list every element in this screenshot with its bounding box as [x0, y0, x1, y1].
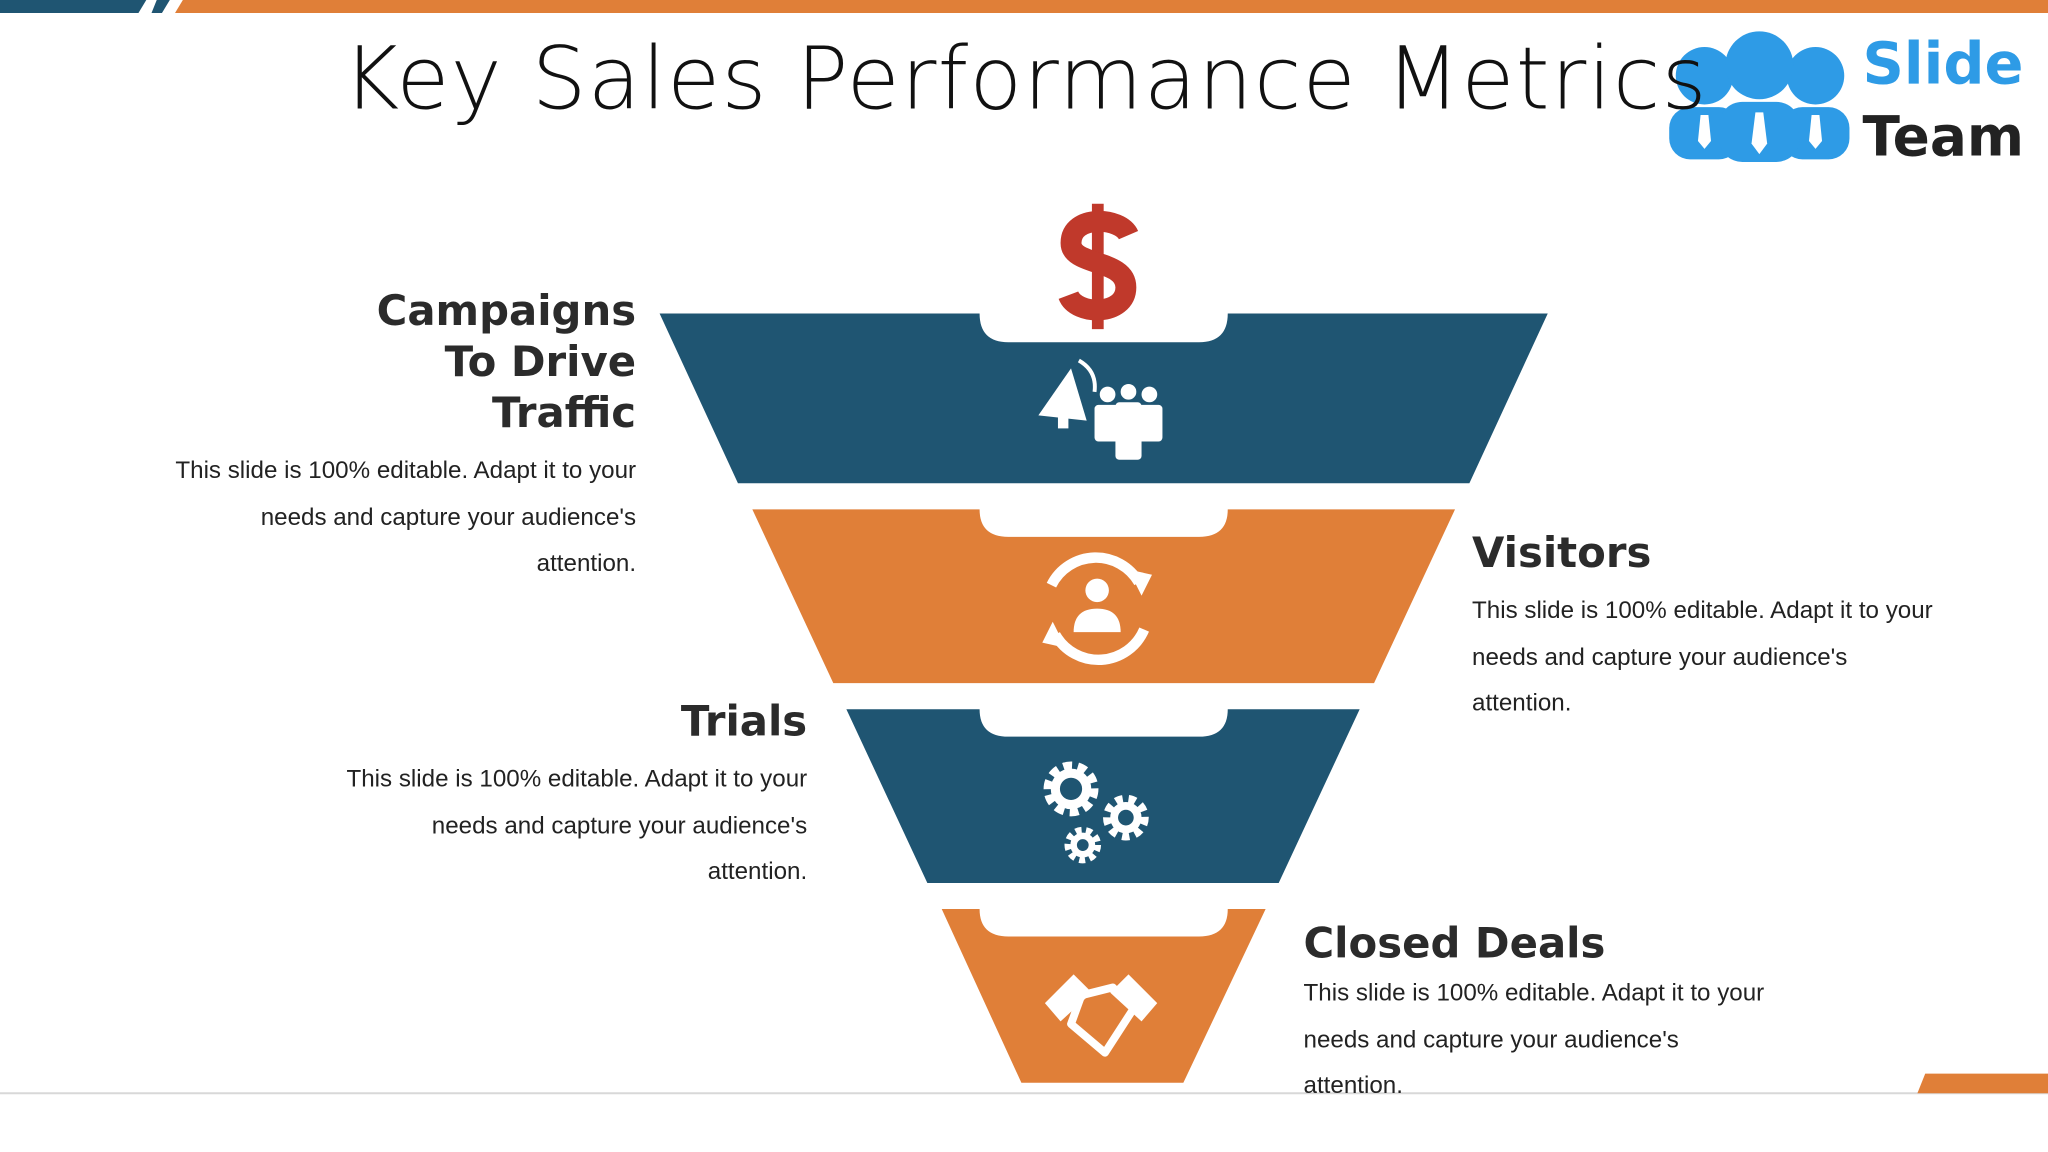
- stage-text: Visitors This slide is 100% editable. Ad…: [1472, 528, 1942, 726]
- top-bar-orange: [175, 0, 2048, 14]
- gears-icon: [1043, 761, 1149, 864]
- funnel-level-4: [941, 909, 1266, 1083]
- stage-text: Trials This slide is 100% editable. Adap…: [337, 696, 807, 894]
- stage-text: Closed Deals This slide is 100% editable…: [1304, 918, 1774, 1108]
- handshake-icon: [1044, 974, 1158, 1057]
- stage-title: Trials: [680, 696, 808, 746]
- stage-body: This slide is 100% editable. Adapt it to…: [1471, 595, 1933, 716]
- top-bar-dark: [0, 0, 147, 14]
- stage-title: Campaigns To Drive Traffic: [376, 286, 637, 438]
- stage-body: This slide is 100% editable. Adapt it to…: [1303, 978, 1765, 1099]
- logo-text: Team: [1862, 104, 2025, 169]
- top-bar-slash: [151, 0, 170, 14]
- funnel-level-3: [846, 709, 1360, 883]
- dollar-icon: [1058, 203, 1139, 330]
- stage-title: Visitors: [1471, 527, 1652, 578]
- bottom-tab: [1917, 1073, 2048, 1094]
- logo-icon: [1669, 31, 1850, 162]
- stage-text: Campaigns To Drive Traffic This slide is…: [166, 286, 636, 586]
- visitor-icon: [1042, 552, 1152, 666]
- stage-body: This slide is 100% editable. Adapt it to…: [346, 764, 808, 885]
- logo-text: Slide: [1862, 31, 2024, 98]
- slide-title: Key Sales Performance Metrics: [342, 28, 1708, 130]
- stage-body: This slide is 100% editable. Adapt it to…: [175, 455, 637, 576]
- campaign-icon: [1038, 358, 1163, 460]
- stage-title: Closed Deals: [1303, 918, 1606, 968]
